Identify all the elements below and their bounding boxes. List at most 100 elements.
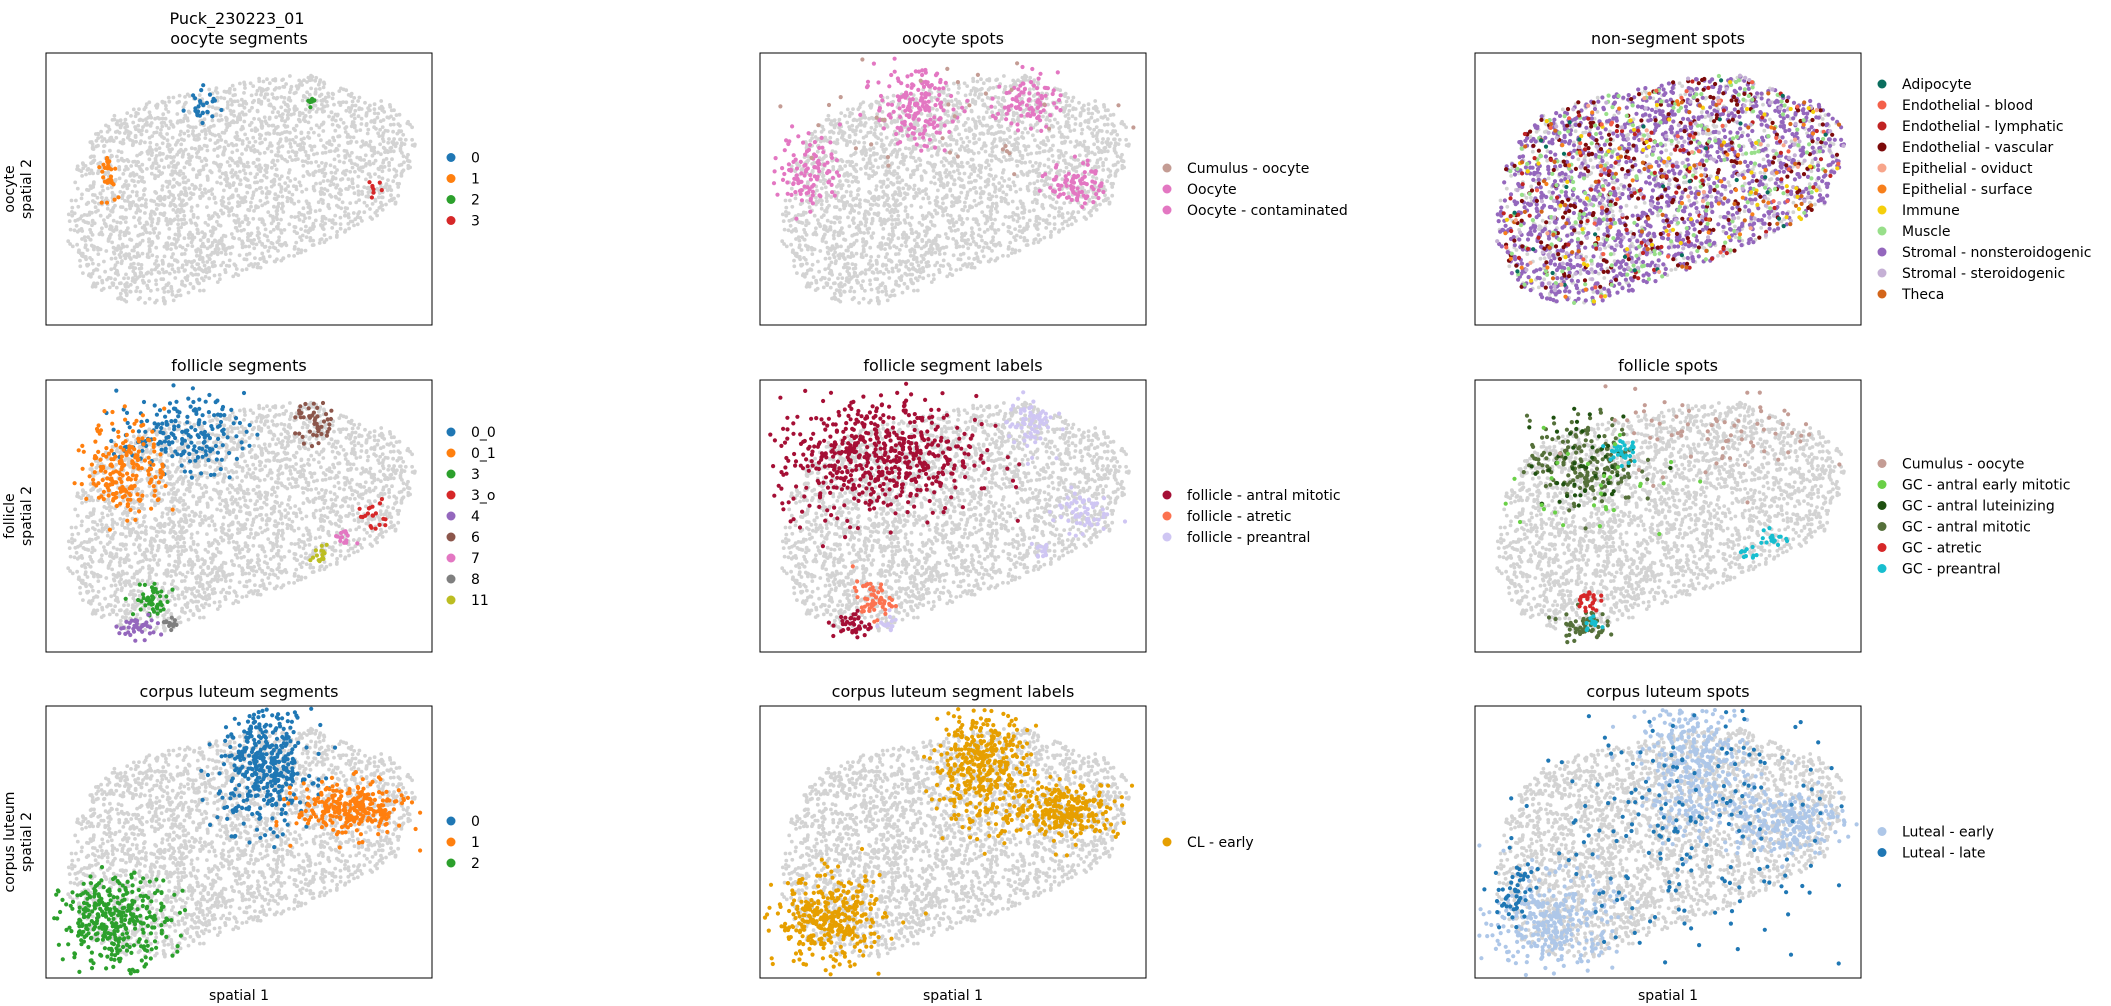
spot-background <box>946 219 951 223</box>
spot-background <box>896 165 901 170</box>
spot-background <box>984 160 989 165</box>
spot-background <box>992 228 997 233</box>
spot-background <box>880 289 885 294</box>
spot-background <box>144 102 149 107</box>
spot-background <box>184 221 189 225</box>
spot-background <box>359 107 364 111</box>
spot-background <box>314 160 318 164</box>
spot-background <box>1028 160 1032 164</box>
spot-background <box>199 244 204 249</box>
spot-background <box>890 138 894 143</box>
spot-background <box>335 229 339 234</box>
spot-background <box>115 260 120 265</box>
spot-background <box>117 253 122 257</box>
spot-background <box>126 135 130 140</box>
spot-background <box>301 174 306 179</box>
spot-background <box>849 285 854 290</box>
spot-background <box>851 107 855 111</box>
spot-background <box>850 233 855 238</box>
spot-background <box>894 154 899 159</box>
spot-background <box>228 251 233 256</box>
spot-background <box>1086 102 1091 107</box>
spot-background <box>138 270 143 275</box>
spot-background <box>131 269 136 274</box>
spot-background <box>322 109 326 114</box>
spot-background <box>135 285 140 290</box>
spot-background <box>887 276 892 280</box>
spot-background <box>999 113 1004 117</box>
spot-background <box>68 227 73 232</box>
spot-background <box>961 263 965 268</box>
spot-background <box>316 164 321 168</box>
spot-background <box>389 197 394 202</box>
spot-background <box>171 95 176 100</box>
spot-background <box>159 127 163 132</box>
spot-background <box>1081 143 1086 147</box>
spot-background <box>162 100 167 105</box>
spot-background <box>333 171 338 175</box>
spot-background <box>251 135 256 140</box>
spot-background <box>1101 137 1105 141</box>
spot-background <box>122 190 126 195</box>
spot-background <box>1035 129 1040 133</box>
spot-background <box>213 133 218 138</box>
spot-background <box>974 191 979 195</box>
spot-background <box>215 140 220 144</box>
spot-background <box>127 252 132 256</box>
spot-background <box>102 218 106 223</box>
spot-background <box>989 257 993 262</box>
spot-background <box>314 87 318 92</box>
spot-background <box>191 286 196 290</box>
spot-background <box>885 298 890 303</box>
spot-background <box>1092 127 1096 132</box>
spot-background <box>960 178 964 183</box>
spot-background <box>263 201 267 206</box>
spot-background <box>102 259 106 264</box>
spot-background <box>209 188 213 193</box>
spot-background <box>223 177 228 182</box>
spot-background <box>914 193 919 198</box>
spot-background <box>961 208 966 213</box>
spot-background <box>149 198 154 203</box>
spot-background <box>160 141 165 146</box>
spot-background <box>161 286 166 291</box>
spot-background <box>148 216 153 221</box>
spot-background <box>131 261 136 266</box>
spot-background <box>377 106 382 111</box>
spot-background <box>964 196 969 201</box>
spot-background <box>218 277 222 282</box>
spot-background <box>1110 185 1115 189</box>
spot-background <box>172 184 176 189</box>
spot-background <box>207 196 212 201</box>
spot-background <box>1101 163 1105 168</box>
spot-background <box>958 147 963 152</box>
spot-background <box>992 132 996 137</box>
spot-background <box>855 232 859 236</box>
spot-background <box>966 209 970 213</box>
spot-background <box>176 207 181 212</box>
spot-background <box>1103 108 1108 113</box>
spot-background <box>1011 180 1016 185</box>
spot-background <box>795 271 799 275</box>
spot-background <box>231 183 236 188</box>
spot-background <box>392 137 396 141</box>
spot-background <box>1029 151 1033 156</box>
spot-background <box>824 154 828 159</box>
spot-background <box>200 193 205 198</box>
spot-background <box>1091 175 1095 179</box>
spot-background <box>406 152 410 157</box>
spot-background <box>381 145 386 150</box>
spot-2 <box>308 105 313 110</box>
spot-background <box>269 165 274 170</box>
spot-background <box>144 220 149 225</box>
spot-background <box>275 95 280 100</box>
spot-background <box>126 195 130 200</box>
spot-background <box>197 266 202 270</box>
spot-background <box>235 228 240 233</box>
spot-background <box>240 139 245 143</box>
spot-background <box>349 161 354 166</box>
spot-background <box>288 130 292 135</box>
spot-background <box>1070 212 1074 216</box>
spot-background <box>302 78 306 83</box>
spot-background <box>190 182 195 187</box>
